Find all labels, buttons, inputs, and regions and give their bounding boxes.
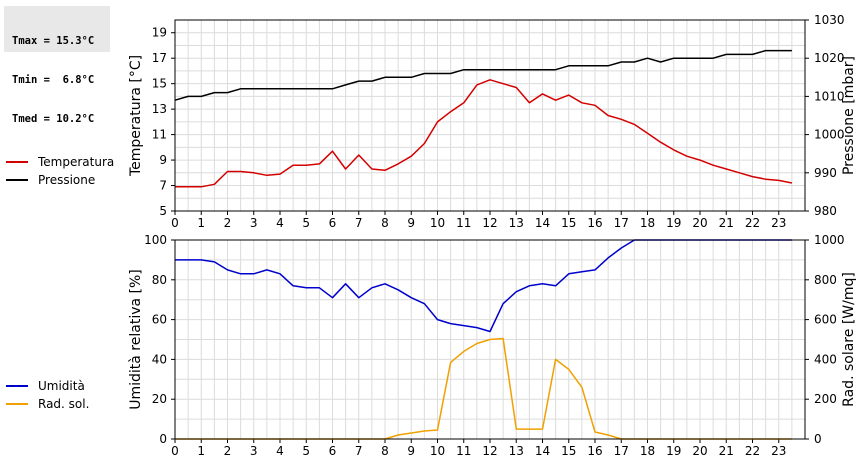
x-tick-label: 15: [561, 216, 576, 230]
x-tick-label: 1: [197, 216, 205, 230]
y-left-tick-label: 80: [152, 273, 167, 287]
y-left-tick-label: 13: [152, 102, 167, 116]
y-left-tick-label: 19: [152, 26, 167, 40]
series-line-pressione: [174, 49, 792, 101]
legend-label: Rad. sol.: [38, 397, 89, 411]
x-tick-label: 20: [692, 444, 707, 458]
y-right-tick-label: 800: [814, 273, 837, 287]
x-tick-label: 18: [640, 216, 655, 230]
y-left-tick-label: 40: [152, 352, 167, 366]
x-tick-label: 17: [614, 216, 629, 230]
x-tick-label: 23: [771, 216, 786, 230]
y-left-tick-label: 9: [159, 153, 167, 167]
x-tick-label: 22: [745, 216, 760, 230]
x-tick-label: 13: [509, 216, 524, 230]
y-right-tick-label: 200: [814, 392, 837, 406]
x-tick-label: 12: [482, 444, 497, 458]
x-tick-label: 18: [640, 444, 655, 458]
y-left-tick-label: 0: [159, 432, 167, 446]
y-right-tick-label: 600: [814, 313, 837, 327]
x-tick-label: 9: [407, 444, 415, 458]
panel-humidity-radiation: 0 1 2 3 4 5 6 7 8 9 10 11 12 13 14 15 16 17 18 19 20 21 22 2302…: [6, 233, 857, 458]
x-tick-label: 12: [482, 216, 497, 230]
series-line-temperatura: [175, 79, 793, 188]
y-right-tick-label: 1000: [814, 233, 845, 247]
x-tick-label: 21: [719, 444, 734, 458]
y-left-tick-label: 100: [144, 233, 167, 247]
x-tick-label: 9: [407, 216, 415, 230]
x-tick-label: 19: [666, 444, 681, 458]
y-right-tick-label: 980: [814, 204, 837, 218]
y-left-tick-label: 17: [152, 51, 167, 65]
x-tick-label: 2: [224, 444, 232, 458]
x-tick-label: 11: [456, 216, 471, 230]
x-tick-label: 8: [381, 216, 389, 230]
y-left-tick-label: 20: [152, 392, 167, 406]
y-left-axis-title: Temperatura [°C]: [128, 55, 144, 177]
x-tick-label: 15: [561, 444, 576, 458]
x-tick-label: 4: [276, 444, 284, 458]
x-tick-label: 3: [250, 216, 258, 230]
y-left-tick-label: 7: [159, 179, 167, 193]
y-right-tick-label: 990: [814, 166, 837, 180]
x-tick-label: 13: [509, 444, 524, 458]
plot-frame: [174, 19, 806, 212]
y-right-tick-label: 1010: [814, 89, 845, 103]
x-tick-label: 14: [535, 444, 550, 458]
y-right-tick-label: 1020: [814, 51, 845, 65]
stats-box: Tmax = 15.3°C Tmin = 6.8°C Tmed = 10.2°C: [4, 6, 110, 125]
x-tick-label: 6: [329, 216, 337, 230]
y-right-tick-label: 1030: [814, 13, 845, 27]
legend-label: Pressione: [38, 173, 95, 187]
x-tick-label: 16: [587, 216, 602, 230]
x-tick-label: 10: [430, 444, 445, 458]
x-tick-label: 10: [430, 216, 445, 230]
x-tick-label: 23: [771, 444, 786, 458]
y-left-axis-title: Umidità relativa [%]: [128, 269, 144, 410]
x-tick-label: 5: [302, 444, 310, 458]
y-right-tick-label: 400: [814, 352, 837, 366]
x-tick-label: 17: [614, 444, 629, 458]
x-tick-label: 14: [535, 216, 550, 230]
legend-label: Umidità: [38, 379, 85, 393]
x-tick-label: 22: [745, 444, 760, 458]
x-tick-label: 21: [719, 216, 734, 230]
tmax-label: Tmax = 15.3°C: [12, 35, 95, 47]
x-tick-label: 7: [355, 444, 363, 458]
plot-frame: [174, 239, 806, 440]
x-tick-label: 0: [171, 444, 179, 458]
y-left-tick-label: 60: [152, 313, 167, 327]
y-left-tick-label: 5: [159, 204, 167, 218]
x-tick-label: 11: [456, 444, 471, 458]
y-left-tick-label: 11: [152, 128, 167, 142]
x-tick-label: 2: [224, 216, 232, 230]
y-right-axis-title: Rad. solare [W/mq]: [841, 272, 857, 407]
y-right-tick-label: 0: [814, 432, 822, 446]
x-tick-label: 5: [302, 216, 310, 230]
x-tick-label: 3: [250, 444, 258, 458]
tmin-label: Tmin = 6.8°C: [12, 74, 95, 86]
panel-temperature-pressure: 0 1 2 3 4 5 6 7 8 9 10 11 12 13 14 15 16 17 18 19 20 21 22 2357…: [6, 13, 857, 230]
x-tick-label: 19: [666, 216, 681, 230]
x-tick-label: 6: [329, 444, 337, 458]
legend-label: Temperatura: [37, 155, 114, 169]
x-tick-label: 7: [355, 216, 363, 230]
x-tick-label: 20: [692, 216, 707, 230]
tmed-label: Tmed = 10.2°C: [12, 113, 95, 125]
x-tick-label: 4: [276, 216, 284, 230]
x-tick-label: 8: [381, 444, 389, 458]
y-left-tick-label: 15: [152, 77, 167, 91]
series-line-rad-sol-: [175, 337, 792, 440]
x-tick-label: 16: [587, 444, 602, 458]
x-tick-label: 0: [171, 216, 179, 230]
x-tick-label: 1: [197, 444, 205, 458]
y-right-tick-label: 1000: [814, 128, 845, 142]
series-line-umidit-: [175, 239, 792, 333]
y-right-axis-title: Pressione [mbar]: [841, 56, 857, 175]
